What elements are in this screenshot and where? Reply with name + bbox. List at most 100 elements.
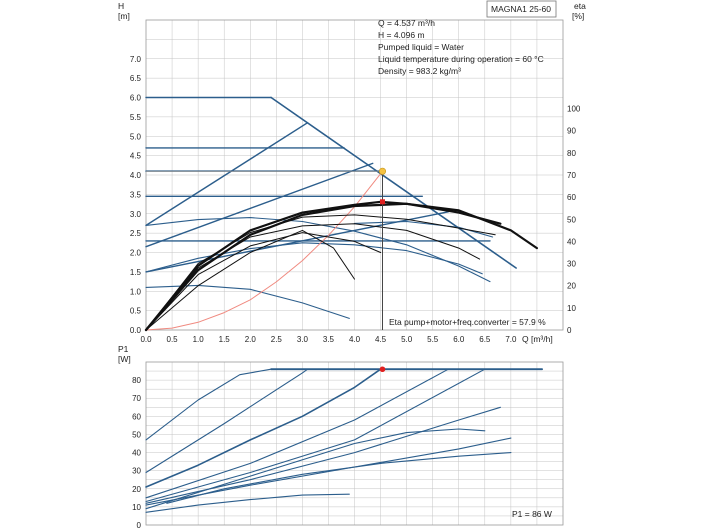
- info-liquid: Pumped liquid = Water: [378, 42, 464, 52]
- y-tick-label: 5.5: [130, 113, 142, 122]
- y-tick-label: 2.5: [130, 229, 142, 238]
- p1-tick-labels: 0 10 20 30 40 50 60 70 80: [132, 376, 141, 528]
- y-right-tick-label: 90: [567, 127, 576, 136]
- y-tick-label: 3.5: [130, 190, 142, 199]
- p1-tick-label: 30: [132, 467, 141, 476]
- y-right-tick-label: 60: [567, 193, 576, 202]
- y-right-tick-label: 0: [567, 326, 572, 335]
- top-series: [144, 96, 539, 332]
- duty-point-marker: [378, 167, 387, 175]
- x-tick-labels: 0.0 0.5 1.0 1.5 2.0 2.5 3.0 3.5 4.0 4.5 5.0 5.5 6.0 6…: [140, 335, 517, 344]
- y-right-tick-label: 10: [567, 304, 576, 313]
- efficiency-curve-line: [144, 200, 502, 332]
- max-curve-line: [270, 96, 517, 269]
- p1-axis-label: P1: [118, 344, 129, 354]
- p1-value-label: P1 = 86 W: [512, 509, 552, 519]
- x-tick-label: 2.0: [245, 335, 257, 344]
- pump-curve-line: [145, 242, 483, 275]
- y-tick-label: 6.0: [130, 94, 142, 103]
- p1-tick-label: 40: [132, 449, 141, 458]
- bottom-plot-frame: [145, 361, 564, 526]
- efficiency-curve-line: [145, 232, 382, 331]
- power-curve-line: [145, 406, 501, 504]
- proportional-pressure-line: [145, 162, 374, 248]
- system-curve-line: [145, 170, 383, 331]
- y-axis-label-eta-unit: [%]: [572, 11, 584, 21]
- p1-tick-label: 0: [137, 521, 142, 528]
- p1-axis-label-unit: [W]: [118, 354, 131, 364]
- y-tick-label: 4.0: [130, 171, 142, 180]
- efficiency-curve-line: [145, 214, 496, 331]
- efficiency-curve-line: [145, 229, 355, 331]
- power-curve-line: [145, 428, 486, 510]
- eta-label: Eta pump+motor+freq.converter = 57.9 %: [389, 317, 546, 327]
- y-tick-label: 6.5: [130, 74, 142, 83]
- pump-curve-line: [145, 217, 491, 283]
- y-tick-label: 0.0: [130, 326, 142, 335]
- y-axis-label-h-unit: [m]: [118, 11, 130, 21]
- top-grid: [146, 20, 563, 330]
- p1-tick-label: 20: [132, 485, 141, 494]
- x-axis-label: Q [m³/h]: [522, 334, 553, 344]
- y-axis-label-h: H: [118, 1, 124, 11]
- y-tick-label: 4.5: [130, 152, 142, 161]
- power-curve-line: [145, 368, 272, 441]
- x-tick-label: 3.0: [297, 335, 309, 344]
- y-tick-label: 0.5: [130, 307, 142, 316]
- power-curve-line: [145, 368, 486, 503]
- x-tick-label: 2.5: [271, 335, 283, 344]
- y-tick-label: 1.5: [130, 268, 142, 277]
- x-tick-label: 3.5: [323, 335, 335, 344]
- efficiency-curve-line: [144, 202, 539, 332]
- x-tick-label: 6.5: [479, 335, 491, 344]
- y-tick-label: 3.0: [130, 210, 142, 219]
- p1-tick-label: 60: [132, 412, 141, 421]
- power-curve-line: [145, 368, 382, 488]
- info-flow: Q = 4.537 m³/h: [378, 18, 435, 28]
- proportional-pressure-line: [145, 121, 309, 227]
- y-tick-label: 2.0: [130, 249, 142, 258]
- y-right-tick-label: 20: [567, 282, 576, 291]
- y-right-tick-label: 80: [567, 149, 576, 158]
- x-tick-label: 4.5: [375, 335, 387, 344]
- y-tick-label: 5.0: [130, 132, 142, 141]
- power-curve-line: [145, 493, 350, 513]
- x-tick-label: 0.5: [167, 335, 179, 344]
- x-tick-label: 4.0: [349, 335, 361, 344]
- power-curve-line: [145, 368, 309, 474]
- y-right-tick-label: 50: [567, 215, 576, 224]
- power-curve-line: [145, 368, 449, 499]
- y-right-tick-label: 30: [567, 260, 576, 269]
- y-right-tick-label: 100: [567, 105, 581, 114]
- y-right-tick-label: 40: [567, 237, 576, 246]
- x-tick-label: 7.0: [505, 335, 517, 344]
- pump-curve-line: [353, 220, 494, 238]
- x-tick-label: 1.0: [193, 335, 205, 344]
- duty-info: Q = 4.537 m³/h H = 4.096 m Pumped liquid…: [378, 18, 544, 76]
- y-right-tick-label: 70: [567, 171, 576, 180]
- x-tick-label: 5.5: [427, 335, 439, 344]
- x-tick-label: 6.0: [453, 335, 465, 344]
- p1-tick-label: 70: [132, 394, 141, 403]
- info-density: Density = 983.2 kg/m³: [378, 66, 461, 76]
- info-head: H = 4.096 m: [378, 30, 425, 40]
- x-tick-label: 0.0: [140, 335, 152, 344]
- y-tick-label: 1.0: [130, 287, 142, 296]
- p1-tick-label: 80: [132, 376, 141, 385]
- p1-tick-label: 10: [132, 503, 141, 512]
- bottom-series: [145, 366, 543, 513]
- x-tick-label: 1.5: [219, 335, 231, 344]
- power-point-marker: [379, 366, 386, 373]
- y-tick-labels: 0.0 0.5 1.0 1.5 2.0 2.5 3.0 3.5 4.0 4.5 5.0 5.5 6.0 6…: [130, 55, 142, 335]
- efficiency-point-marker: [379, 199, 385, 205]
- p1-tick-label: 50: [132, 430, 141, 439]
- power-curve-line: [166, 452, 512, 504]
- chart-title-box: MAGNA1 25-60: [486, 0, 557, 18]
- x-tick-label: 5.0: [401, 335, 413, 344]
- y-axis-label-eta: eta: [574, 1, 586, 11]
- y-tick-label: 7.0: [130, 55, 142, 64]
- efficiency-curve-line: [145, 223, 481, 331]
- chart-title: MAGNA1 25-60: [491, 4, 551, 14]
- top-plot-frame: [145, 19, 564, 331]
